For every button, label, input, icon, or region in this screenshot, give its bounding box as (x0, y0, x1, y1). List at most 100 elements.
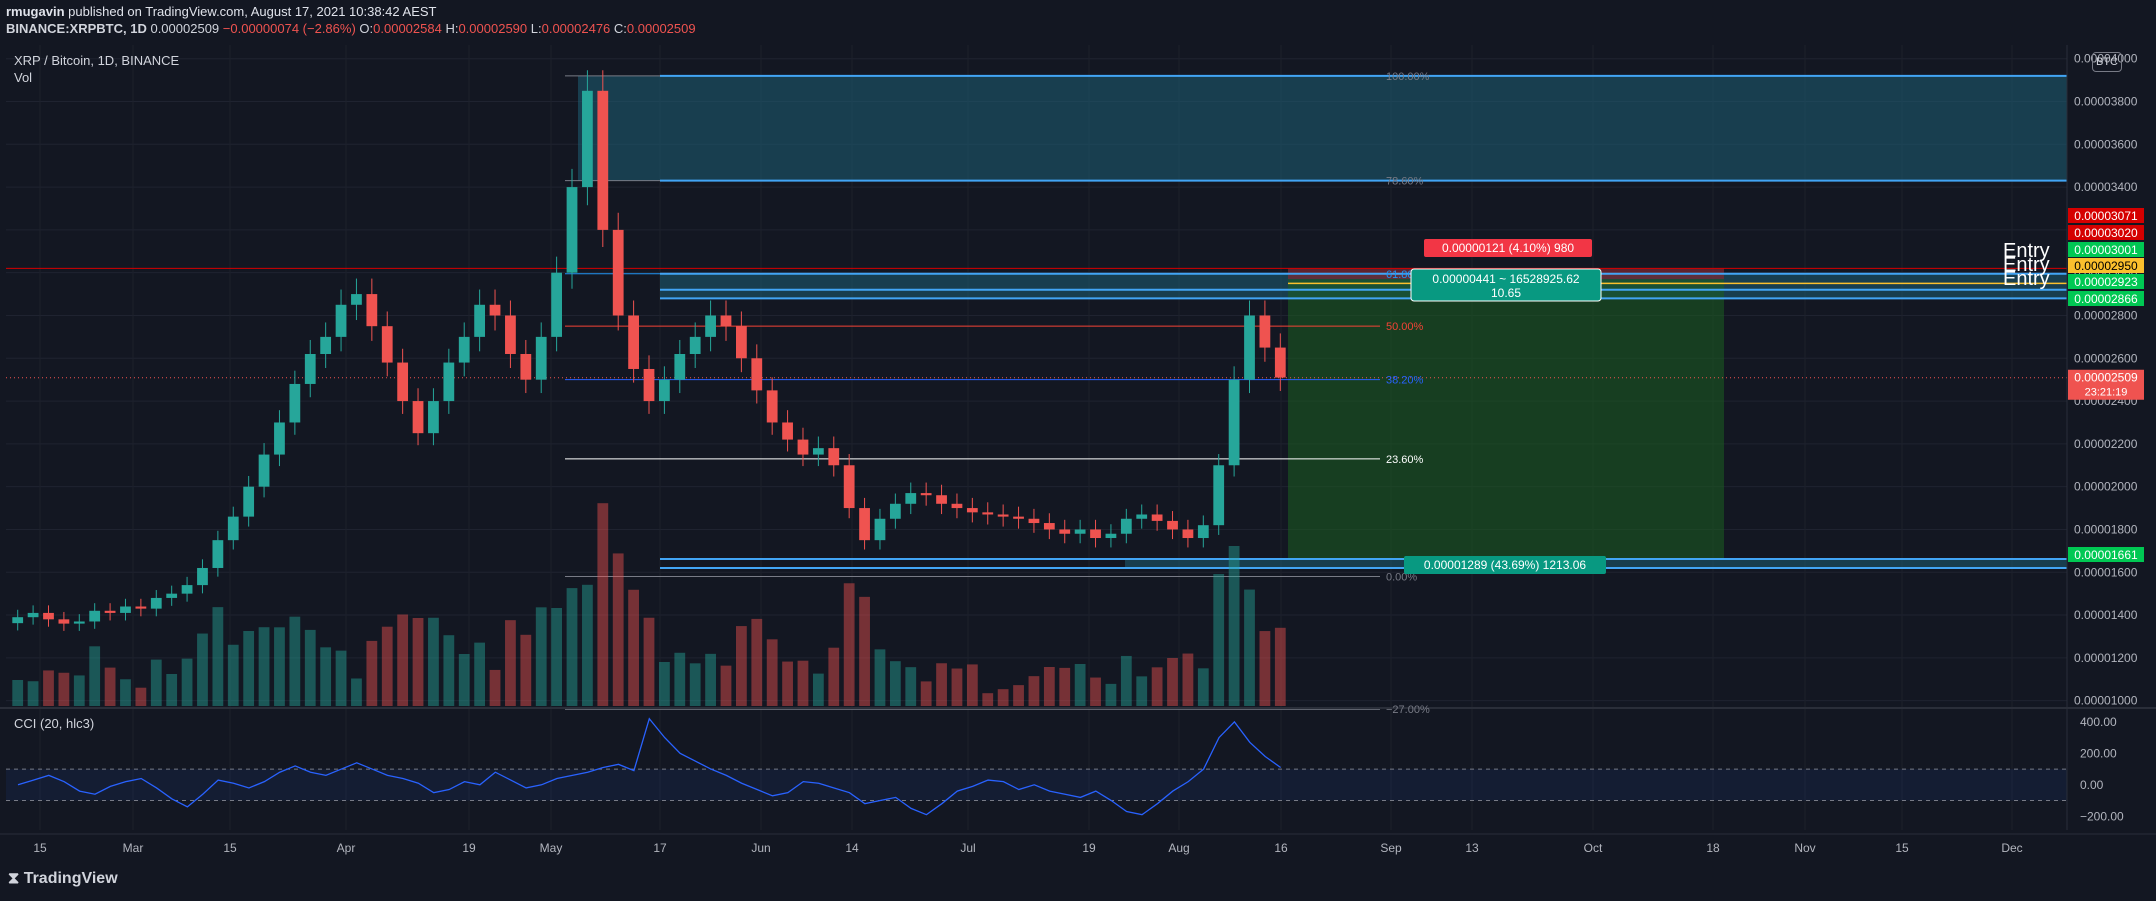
current-price-badge (2068, 369, 2144, 400)
volume-bar (197, 633, 208, 706)
tradingview-logo[interactable]: ⧗ TradingView (8, 870, 118, 888)
candle-body (628, 315, 639, 369)
volume-bar (489, 669, 501, 706)
candle-body (951, 503, 963, 509)
price-tick-label: 0.00001800 (2074, 522, 2138, 536)
volume-bar (120, 679, 131, 706)
volume-bar (243, 631, 255, 706)
volume-bar (1136, 676, 1148, 706)
candle-body (1090, 529, 1101, 539)
fib-level-label: 100.00% (1386, 71, 1430, 83)
volume-bar (1120, 655, 1132, 706)
volume-bar (782, 661, 793, 706)
current-price-label: 0.00002509 (2074, 371, 2138, 385)
fib-level-label: 78.60% (1386, 176, 1424, 188)
publish-info: rmugavin published on TradingView.com, A… (6, 4, 437, 19)
candle-body (659, 379, 670, 402)
entry-label: Entry (2003, 240, 2050, 262)
candle-body (1197, 525, 1209, 539)
volume-bar (643, 617, 655, 706)
volume-bar (674, 652, 686, 706)
candle-body (1059, 529, 1071, 534)
time-tick-label: 19 (1082, 841, 1096, 855)
time-tick-label: 15 (223, 841, 237, 855)
candle-body (135, 606, 147, 609)
candle-body (458, 336, 470, 363)
candle-body (489, 304, 501, 316)
symbol-legend[interactable]: XRP / Bitcoin, 1D, BINANCE (14, 53, 180, 68)
volume-bar (428, 617, 439, 706)
volume-bar (73, 675, 85, 706)
volume-bar (597, 503, 609, 706)
volume-legend[interactable]: Vol (14, 70, 33, 85)
time-tick-label: 15 (1895, 841, 1909, 855)
price-badge-label: 0.00003020 (2074, 226, 2138, 240)
volume-bar (751, 618, 763, 706)
price-tick-label: 0.00001000 (2074, 694, 2138, 708)
candle-body (58, 619, 70, 624)
volume-bar (705, 653, 716, 706)
open-value: 0.00002584 (373, 21, 442, 36)
time-tick-label: 16 (1274, 841, 1288, 855)
low-value: 0.00002476 (541, 21, 611, 36)
chart-overlays (6, 74, 2067, 710)
currency-button[interactable]: BTC (2092, 52, 2122, 72)
price-badge (2068, 547, 2144, 562)
candle-body (705, 315, 716, 337)
candle-body (1244, 315, 1255, 380)
volume-bar (1028, 676, 1040, 706)
volume-bar (43, 670, 54, 706)
cci-line (17, 717, 1281, 816)
price-badge (2068, 291, 2144, 306)
fib-top-zone (578, 75, 2067, 181)
price-badge-label: 0.00001661 (2074, 548, 2138, 562)
candle-body (335, 304, 347, 337)
volume-bar (828, 647, 840, 706)
candle-body (597, 90, 609, 230)
price-badge-label: 0.00002950 (2074, 259, 2138, 273)
candle-body (1013, 516, 1024, 519)
ratio-label-bg (1410, 268, 1602, 302)
volume-bar (966, 664, 978, 706)
high-value: 0.00002590 (458, 21, 528, 36)
volume-bar (1059, 667, 1071, 706)
candle-body (997, 514, 1009, 517)
candle-body (381, 326, 393, 363)
volume-bar (1197, 668, 1209, 706)
volume-bar (951, 668, 963, 706)
cci-band (6, 769, 2067, 801)
volume-bar (766, 639, 778, 706)
target-label: 0.00001289 (43.69%) 1213.06 (1424, 558, 1586, 572)
candle-body (505, 315, 516, 354)
price-tick-label: 0.00001400 (2074, 608, 2138, 622)
publisher-name[interactable]: rmugavin (6, 4, 65, 19)
volume-bar (1105, 683, 1117, 706)
candle-body (920, 493, 932, 496)
candle-body (1028, 518, 1040, 524)
candle-body (535, 336, 547, 380)
symbol-code: BINANCE:XRPBTC, 1D (6, 21, 147, 36)
volume-bar (320, 647, 332, 706)
time-tick-label: Jun (751, 841, 770, 855)
candle-body (197, 567, 208, 586)
candle-body (905, 493, 917, 504)
candle-body (366, 294, 378, 327)
candle-body (720, 315, 732, 327)
volume-bar (227, 644, 239, 706)
candle-body (812, 448, 824, 455)
volume-bar (797, 660, 809, 706)
price-badge (2068, 242, 2144, 257)
candle-body (936, 495, 947, 504)
cci-legend[interactable]: CCI (20, hlc3) (14, 716, 95, 731)
volume-bar (843, 583, 855, 706)
fib-level-label: 0.00% (1386, 572, 1417, 584)
volume-bar (1274, 627, 1286, 706)
candle-body (1228, 379, 1240, 466)
candle-body (258, 454, 270, 487)
candle-body (89, 610, 101, 622)
countdown-label: 23:21:19 (2085, 387, 2128, 399)
volume-bars (12, 503, 1286, 706)
ohlc-line: BINANCE:XRPBTC, 1D 0.00002509 −0.0000007… (6, 21, 696, 36)
time-tick-label: 14 (845, 841, 859, 855)
